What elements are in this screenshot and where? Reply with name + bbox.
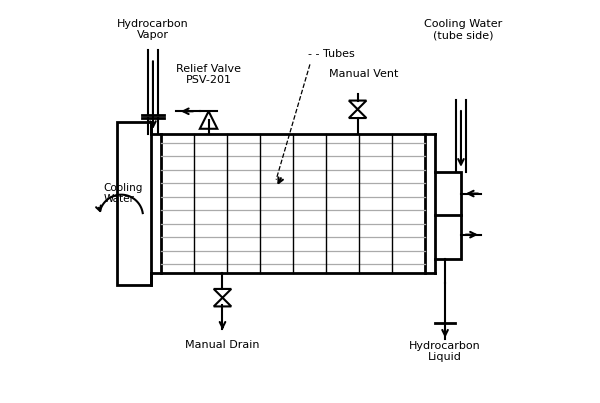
Text: Hydrocarbon
Liquid: Hydrocarbon Liquid — [409, 341, 481, 362]
Text: Hydrocarbon
Vapor: Hydrocarbon Vapor — [117, 19, 189, 40]
Text: - - Tubes: - - Tubes — [308, 50, 355, 60]
Text: Manual Vent: Manual Vent — [329, 69, 398, 79]
Bar — [117, 122, 151, 285]
Bar — [435, 172, 461, 259]
Text: Relief Valve
PSV-201: Relief Valve PSV-201 — [176, 64, 241, 85]
Text: Cooling
Water: Cooling Water — [103, 183, 143, 204]
Text: Cooling Water
(tube side): Cooling Water (tube side) — [424, 19, 502, 40]
Text: Manual Drain: Manual Drain — [185, 340, 260, 349]
